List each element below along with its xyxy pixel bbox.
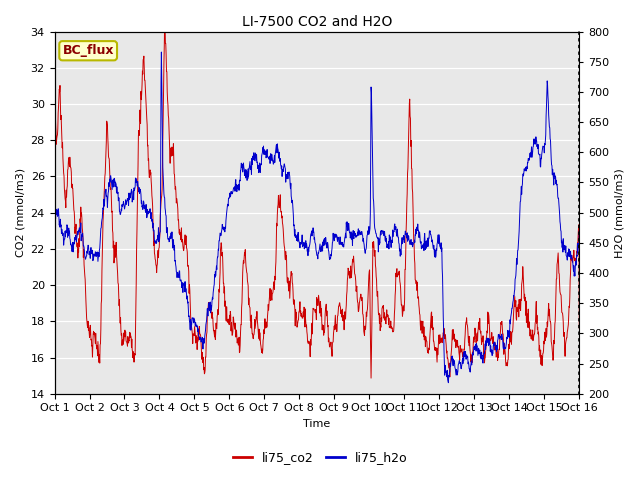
X-axis label: Time: Time — [303, 419, 330, 429]
Text: BC_flux: BC_flux — [62, 44, 114, 57]
Y-axis label: CO2 (mmol/m3): CO2 (mmol/m3) — [15, 168, 25, 257]
Y-axis label: H2O (mmol/m3): H2O (mmol/m3) — [615, 168, 625, 257]
Legend: li75_co2, li75_h2o: li75_co2, li75_h2o — [228, 446, 412, 469]
Title: LI-7500 CO2 and H2O: LI-7500 CO2 and H2O — [242, 15, 392, 29]
